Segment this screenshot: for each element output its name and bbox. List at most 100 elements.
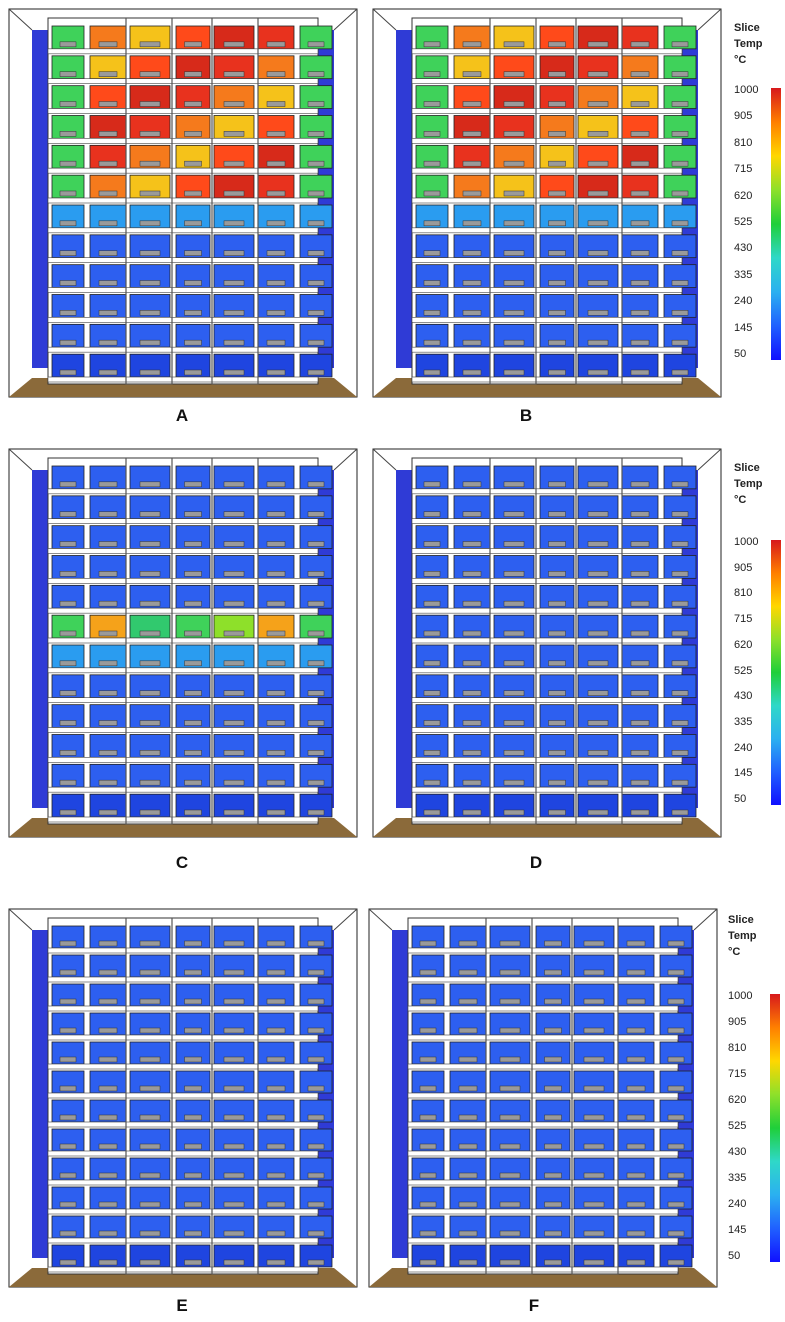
furniture-block <box>548 481 566 488</box>
floor-slab <box>407 1208 679 1215</box>
furniture-block <box>184 1056 202 1063</box>
furniture-block <box>630 310 650 316</box>
furniture-block <box>184 720 202 726</box>
legend-title-line3: °C <box>728 946 741 958</box>
furniture-block <box>59 541 77 547</box>
legend-title-line3: °C <box>734 54 747 66</box>
furniture-block <box>98 571 118 577</box>
panel-a <box>8 8 358 398</box>
furniture-block <box>626 1027 646 1034</box>
furniture-block <box>630 41 650 48</box>
furniture-block <box>626 1143 646 1150</box>
floor-slab <box>407 1005 679 1012</box>
floor-slab <box>47 816 319 823</box>
furniture-block <box>59 1056 77 1063</box>
furniture-block <box>626 1230 646 1237</box>
furniture-block <box>307 1143 325 1150</box>
furniture-block <box>184 809 202 816</box>
legend-tick-label: 905 <box>734 561 753 574</box>
furniture-block <box>266 779 286 786</box>
furniture-block <box>419 1201 437 1208</box>
furniture-block <box>423 280 441 286</box>
furniture-block <box>98 1114 118 1121</box>
building-model-c <box>8 448 358 838</box>
floor-slab <box>47 1208 319 1215</box>
furniture-block <box>499 998 521 1005</box>
furniture-block <box>307 600 325 607</box>
furniture-block <box>419 1172 437 1179</box>
furniture-block <box>548 101 566 107</box>
furniture-block <box>499 1259 521 1266</box>
furniture-block <box>184 369 202 376</box>
furniture-block <box>462 660 482 667</box>
furniture-block <box>59 1259 77 1266</box>
furniture-block <box>184 571 202 577</box>
floor-slab <box>47 1179 319 1186</box>
furniture-block <box>667 1259 685 1266</box>
furniture-block <box>583 1085 605 1092</box>
furniture-block <box>307 41 325 48</box>
furniture-block <box>626 998 646 1005</box>
furniture-block <box>458 1056 478 1063</box>
furniture-block <box>587 250 609 256</box>
temperature-legend-2: Slice Temp °C 1000 905 810 715 620 525 430 335 2… <box>734 460 785 820</box>
legend-tick-label: 240 <box>734 741 753 754</box>
furniture-block <box>223 750 245 756</box>
furniture-block <box>98 750 118 756</box>
furniture-block <box>544 940 562 947</box>
furniture-block <box>223 1172 245 1179</box>
furniture-block <box>499 1114 521 1121</box>
furniture-block <box>423 220 441 227</box>
furniture-block <box>423 131 441 137</box>
furniture-block <box>587 220 609 227</box>
furniture-block <box>98 1143 118 1150</box>
furniture-block <box>630 369 650 376</box>
furniture-block <box>671 511 689 517</box>
furniture-block <box>184 750 202 756</box>
furniture-block <box>184 339 202 346</box>
furniture-block <box>98 940 118 947</box>
furniture-block <box>307 720 325 726</box>
furniture-block <box>59 339 77 346</box>
furniture-block <box>139 1230 161 1237</box>
panel-label-f: F <box>528 1296 540 1315</box>
furniture-block <box>98 660 118 667</box>
floor-slab <box>411 816 683 823</box>
furniture-block <box>548 571 566 577</box>
stair-core <box>489 17 537 385</box>
furniture-block <box>587 160 609 167</box>
furniture-block <box>59 1027 77 1034</box>
furniture-block <box>671 41 689 48</box>
stair-core <box>125 17 173 385</box>
furniture-block <box>671 660 689 667</box>
furniture-block <box>266 1056 286 1063</box>
furniture-block <box>307 1056 325 1063</box>
furniture-block <box>98 1027 118 1034</box>
furniture-block <box>139 1056 161 1063</box>
furniture-block <box>587 369 609 376</box>
enclosure-edge <box>8 448 33 471</box>
legend-tick-label: 620 <box>734 638 753 651</box>
furniture-block <box>223 998 245 1005</box>
furniture-block <box>630 160 650 167</box>
furniture-block <box>667 1201 685 1208</box>
furniture-block <box>667 1172 685 1179</box>
furniture-block <box>671 250 689 256</box>
furniture-block <box>626 940 646 947</box>
furniture-block <box>266 71 286 77</box>
furniture-block <box>59 1143 77 1150</box>
furniture-block <box>630 600 650 607</box>
legend-tick-label: 50 <box>728 1250 741 1262</box>
furniture-block <box>223 310 245 316</box>
furniture-block <box>223 600 245 607</box>
furniture-block <box>630 481 650 488</box>
enclosure-edge <box>697 8 722 31</box>
furniture-block <box>223 160 245 167</box>
furniture-block <box>419 1056 437 1063</box>
floor-slab <box>411 607 683 614</box>
furniture-block <box>266 310 286 316</box>
floor-slab <box>411 78 683 84</box>
floor-slab <box>47 317 319 323</box>
legend-tick-label: 525 <box>728 1120 747 1132</box>
furniture-block <box>184 541 202 547</box>
